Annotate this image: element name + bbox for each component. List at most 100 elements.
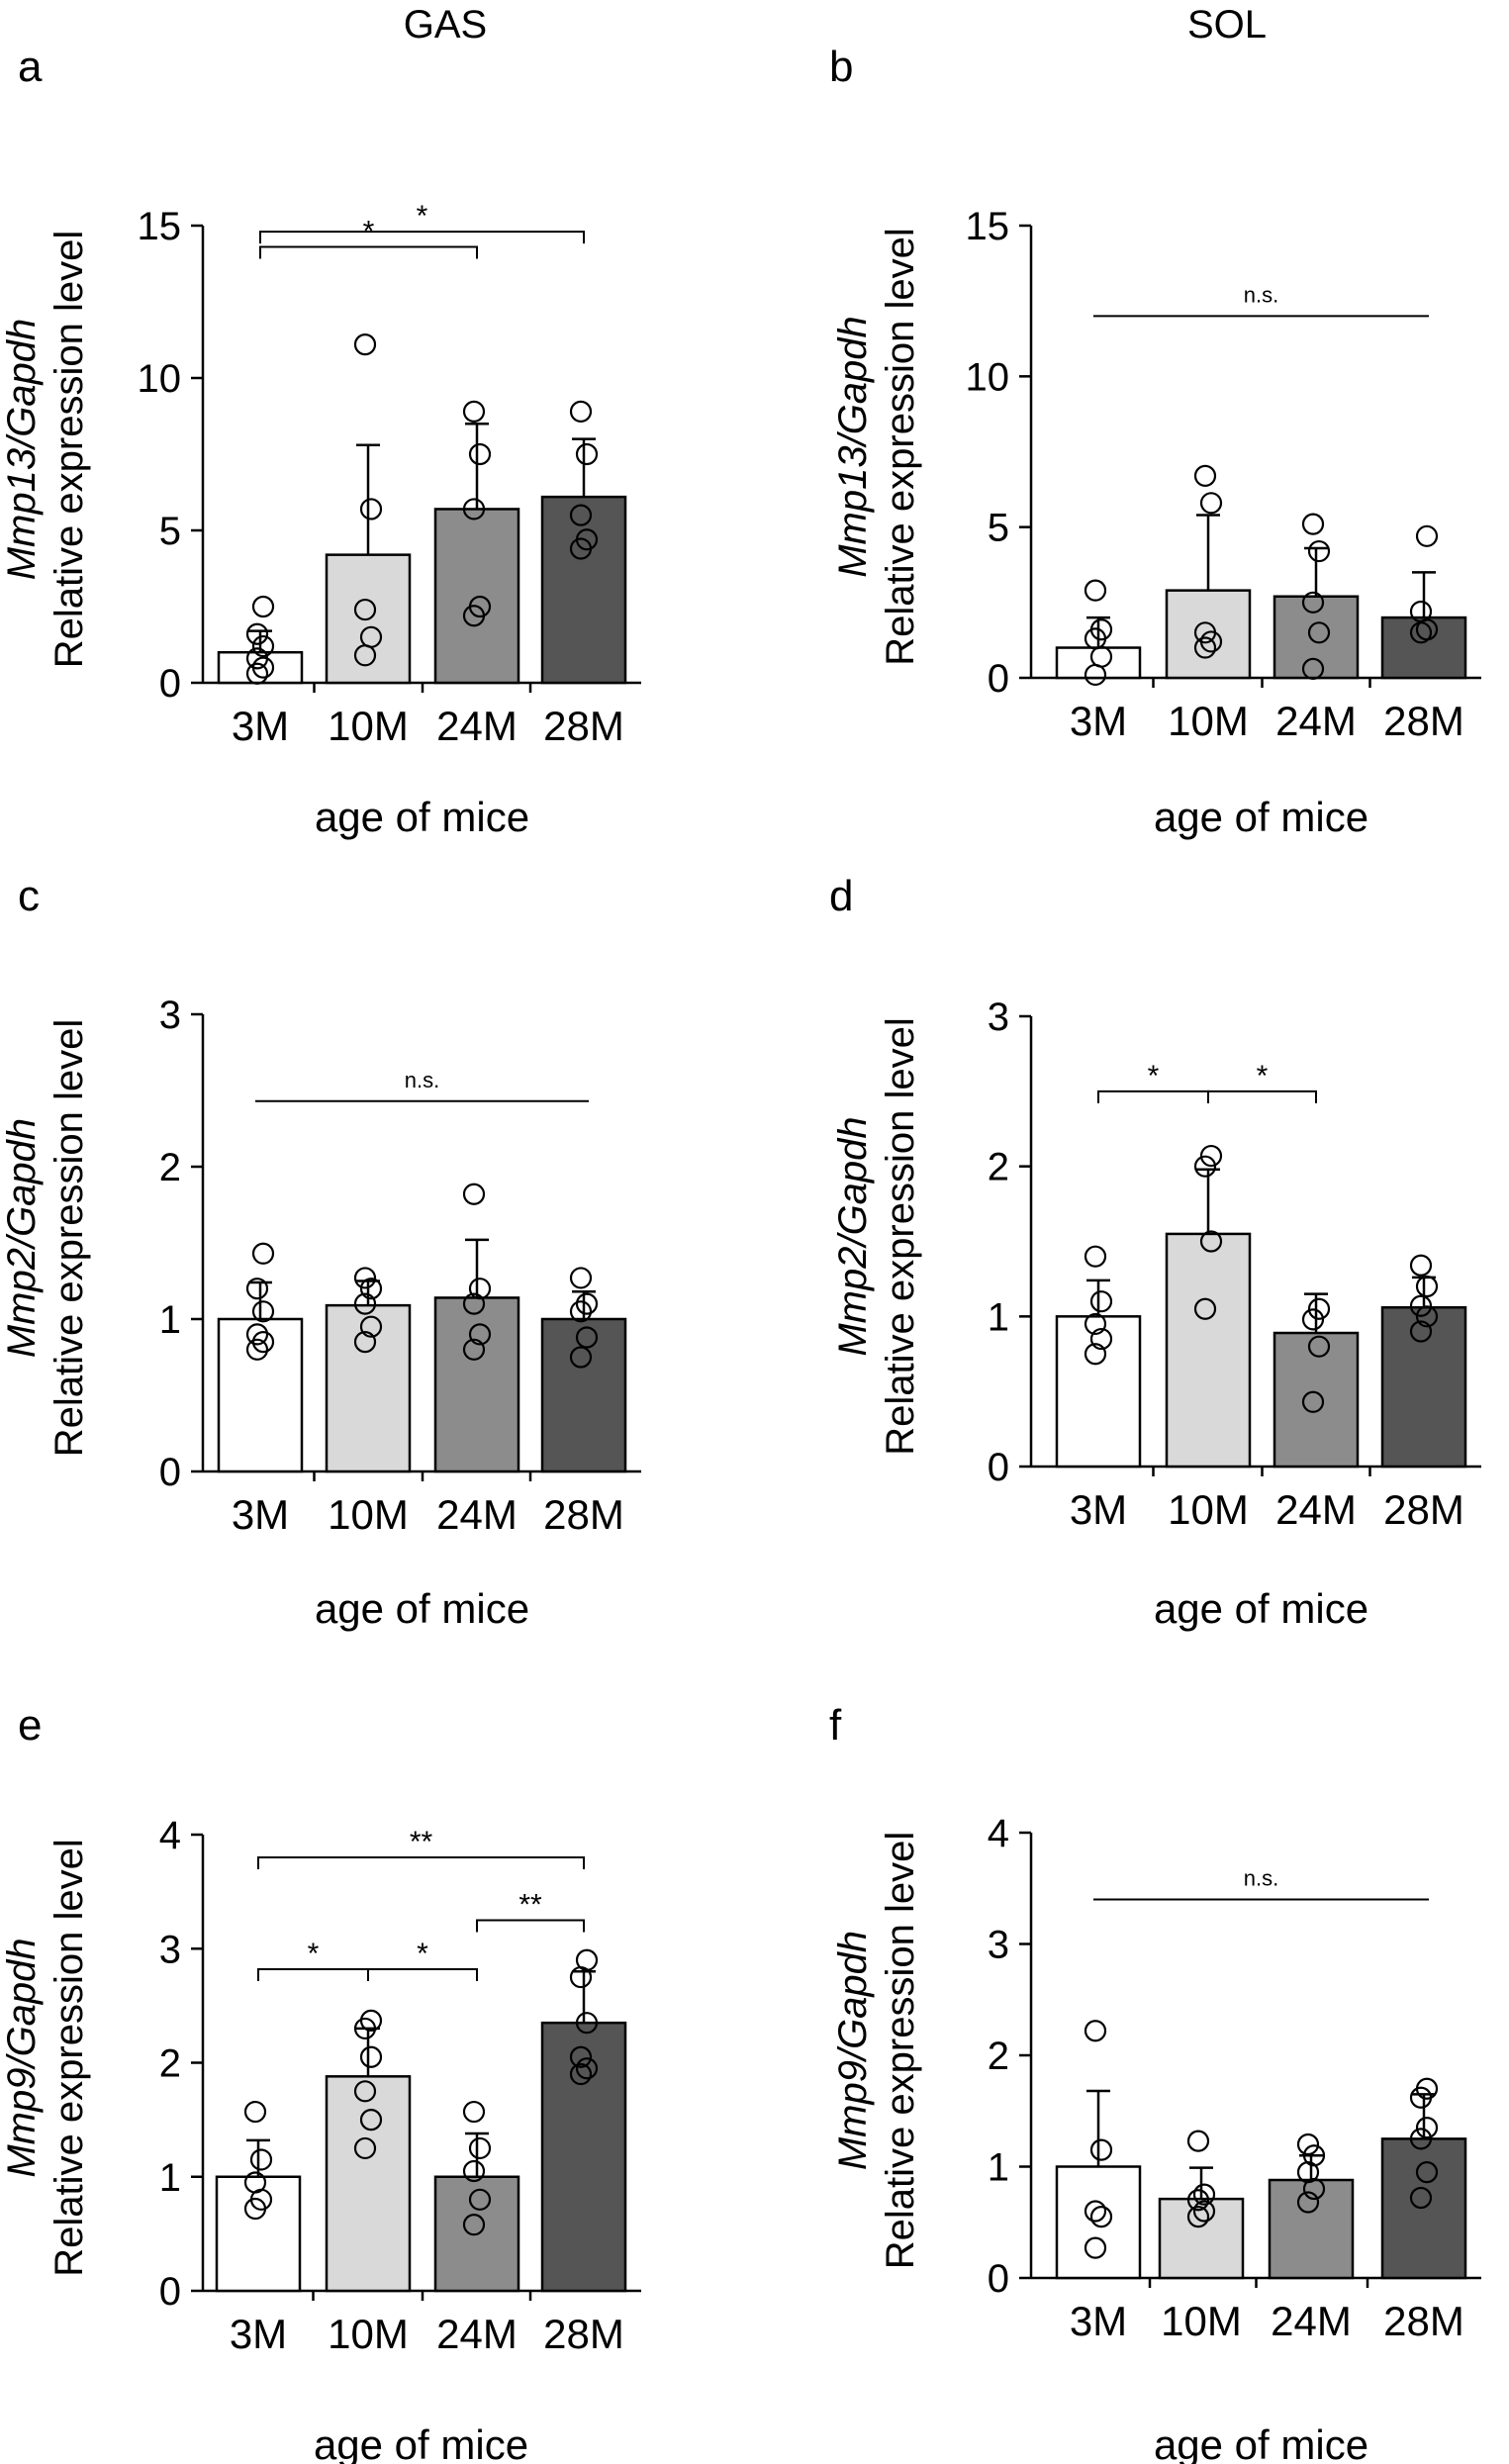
bar-28M xyxy=(1380,2137,1467,2280)
data-point xyxy=(1409,2186,1433,2210)
category-label: 10M xyxy=(328,703,409,749)
significance-bracket xyxy=(257,1856,585,1870)
category-label: 3M xyxy=(1070,698,1127,744)
y-tick-label: 0 xyxy=(159,662,181,706)
data-point xyxy=(353,333,377,356)
data-point xyxy=(245,647,269,670)
data-point xyxy=(1193,636,1217,659)
data-point xyxy=(245,1323,269,1346)
x-axis-label: age of mice xyxy=(1154,1585,1368,1632)
bar-10M xyxy=(325,1303,412,1473)
data-point xyxy=(251,1330,275,1354)
y-tick-label: 2 xyxy=(159,1146,181,1189)
panel-c: c 0 1 2 3 3M 10M 24M 28M age of mice Mmp2/Gapdh Rel… xyxy=(0,872,641,1632)
data-point xyxy=(462,2159,486,2183)
significance-label: n.s. xyxy=(1244,282,1278,307)
category-label: 10M xyxy=(1168,1486,1249,1533)
y-tick-label: 5 xyxy=(988,507,1009,550)
significance-label: * xyxy=(308,1938,320,1970)
category-label: 24M xyxy=(1275,1486,1357,1533)
data-point xyxy=(251,595,275,618)
bar-10M xyxy=(325,2075,412,2293)
category-label: 3M xyxy=(1070,2298,1127,2344)
y-tick-label: 4 xyxy=(159,1814,181,1857)
category-label: 24M xyxy=(436,2311,518,2357)
data-point xyxy=(1089,618,1113,641)
bar-24M xyxy=(433,508,520,685)
data-point xyxy=(1409,1294,1433,1317)
data-point xyxy=(1301,1390,1325,1413)
data-point xyxy=(462,2100,486,2124)
data-point xyxy=(569,400,593,423)
data-point xyxy=(1301,1308,1325,1331)
y-tick-label: 4 xyxy=(988,1812,1009,1855)
category-label: 3M xyxy=(232,703,289,749)
data-point xyxy=(1307,621,1331,644)
y-axis-gene-label: Mmp13/Gapdh xyxy=(0,319,44,581)
category-label: 24M xyxy=(436,1491,518,1538)
bar-10M xyxy=(1165,1232,1252,1469)
data-point xyxy=(243,2100,267,2124)
y-axis-gene-label: Mmp2/Gapdh xyxy=(831,1116,875,1356)
data-point xyxy=(462,1338,486,1361)
y-tick-label: 0 xyxy=(159,2270,181,2314)
significance-label: * xyxy=(417,1938,428,1970)
data-point xyxy=(1089,2138,1113,2161)
data-point xyxy=(575,1948,599,1971)
y-axis-gene-label: Mmp13/Gapdh xyxy=(831,316,875,578)
data-point xyxy=(1084,1245,1107,1268)
data-point xyxy=(1409,600,1433,623)
panel-letter: b xyxy=(829,43,853,91)
panel-a: a 0 5 10 15 3M 10M 24M 28M age of mice Mmp13/Gapdh… xyxy=(0,43,641,840)
y-tick-label: 1 xyxy=(988,2146,1009,2190)
category-label: 3M xyxy=(1070,1486,1127,1533)
data-point xyxy=(462,1183,486,1205)
category-label: 10M xyxy=(1168,698,1249,744)
y-axis-label: Relative expression level xyxy=(879,228,922,665)
data-point xyxy=(1192,2200,1216,2223)
y-tick-label: 3 xyxy=(159,994,181,1037)
data-point xyxy=(353,2080,377,2103)
y-tick-label: 10 xyxy=(966,355,1010,399)
bar-10M xyxy=(1158,2197,1245,2280)
y-tick-label: 2 xyxy=(988,2035,1009,2078)
category-label: 28M xyxy=(1383,698,1464,744)
data-point xyxy=(1307,1335,1331,1358)
bar-10M xyxy=(1165,589,1252,680)
y-tick-label: 3 xyxy=(988,995,1009,1039)
data-point xyxy=(245,622,269,645)
data-point xyxy=(1084,1343,1107,1366)
data-point xyxy=(1307,539,1331,563)
panel-letter: f xyxy=(829,1701,842,1750)
bar-28M xyxy=(1380,616,1467,680)
category-label: 28M xyxy=(543,703,624,749)
data-point xyxy=(468,2136,492,2160)
data-point xyxy=(245,1338,269,1361)
bar-3M xyxy=(1055,1315,1142,1469)
data-point xyxy=(1415,524,1439,547)
data-point xyxy=(353,2136,377,2160)
data-point xyxy=(1409,1254,1433,1277)
data-point xyxy=(1193,464,1217,487)
significance-label: * xyxy=(1148,1060,1160,1092)
data-point xyxy=(359,2109,383,2132)
category-label: 3M xyxy=(230,2311,287,2357)
bar-3M xyxy=(215,2175,302,2293)
bar-24M xyxy=(433,1296,520,1473)
panel-f: f 0 1 2 3 4 3M 10M 24M 28M age of mice Mmp9/Gapdh Re… xyxy=(829,1701,1481,2464)
bar-28M xyxy=(540,2021,627,2293)
significance-bracket xyxy=(367,1967,478,1981)
data-point xyxy=(1296,2191,1320,2214)
y-tick-label: 1 xyxy=(159,1298,181,1342)
data-point xyxy=(353,598,377,621)
category-label: 10M xyxy=(1161,2298,1242,2344)
data-point xyxy=(251,634,275,658)
significance-label: n.s. xyxy=(405,1068,439,1092)
bar-3M xyxy=(1055,646,1142,680)
y-axis-label: Relative expression level xyxy=(879,1017,922,1455)
column-title-sol: SOL xyxy=(1187,3,1267,47)
significance-bracket xyxy=(257,1967,369,1981)
data-point xyxy=(1415,1305,1439,1328)
data-point xyxy=(243,2171,267,2194)
category-label: 24M xyxy=(1271,2298,1352,2344)
